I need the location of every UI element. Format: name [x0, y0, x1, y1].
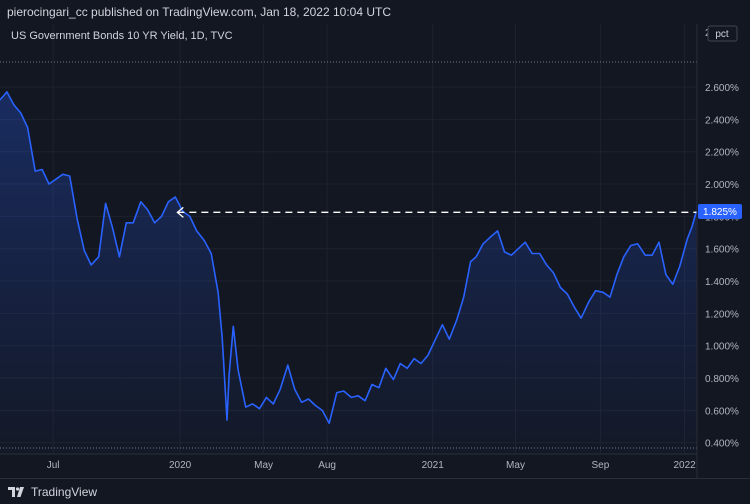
publish-bar: pierocingari_cc published on TradingView… [0, 0, 750, 24]
time-axis-tick-label: 2022 [673, 460, 696, 471]
last-value-badge-box [698, 204, 742, 220]
last-value-badge: 1.825% [698, 204, 742, 220]
time-axis-tick-label: Sep [591, 460, 609, 471]
price-axis-tick-label: 0.600% [705, 406, 739, 417]
price-axis-tick-label: 2.400% [705, 115, 739, 126]
time-axis-tick-label: May [506, 460, 525, 471]
time-axis-labels: Jul 2020 May Aug 2021 May Sep 2022 [47, 460, 696, 471]
footer-bar: TradingView [0, 478, 750, 504]
time-axis-tick-label: Jul [47, 460, 60, 471]
tradingview-logo-icon [8, 487, 24, 497]
price-axis-tick-label: 2.000% [705, 180, 739, 191]
time-axis-tick-label: Aug [318, 460, 336, 471]
chart-title: US Government Bonds 10 YR Yield, 1D, TVC [11, 30, 233, 42]
price-axis-tick-label: 0.400% [705, 439, 739, 450]
tradingview-brand[interactable]: TradingView [8, 485, 97, 499]
time-axis-tick-label: 2021 [422, 460, 445, 471]
price-axis-tick-label: 1.200% [705, 309, 739, 320]
price-axis-tick-label: 2.200% [705, 148, 739, 159]
brand-name: TradingView [31, 485, 98, 499]
arrow-head-icon [176, 206, 184, 218]
price-axis-tick-label: 0.800% [705, 374, 739, 385]
series-line[interactable] [0, 91, 698, 425]
yield-chart[interactable]: 2.600%2.400%2.200%2.000%1.800%1.600%1.40… [0, 24, 750, 478]
unit-badge[interactable]: pct [707, 25, 738, 42]
last-value-label: 1.825% [703, 207, 737, 218]
price-axis-tick-label: 1.400% [705, 277, 739, 288]
chart-area[interactable]: 2.600%2.400%2.200%2.000%1.800%1.600%1.40… [0, 24, 750, 478]
price-axis-tick-label: 1.600% [705, 245, 739, 256]
price-axis-tick-label: 2.600% [705, 83, 739, 94]
unit-badge-text: pct [715, 29, 729, 40]
publish-info: pierocingari_cc published on TradingView… [7, 5, 392, 19]
time-axis-tick-label: 2020 [169, 460, 192, 471]
unit-badge-box [707, 25, 738, 42]
price-axis-tick-label: 1.000% [705, 342, 739, 353]
time-axis-tick-label: May [254, 460, 273, 471]
series-area-fill [0, 91, 697, 455]
